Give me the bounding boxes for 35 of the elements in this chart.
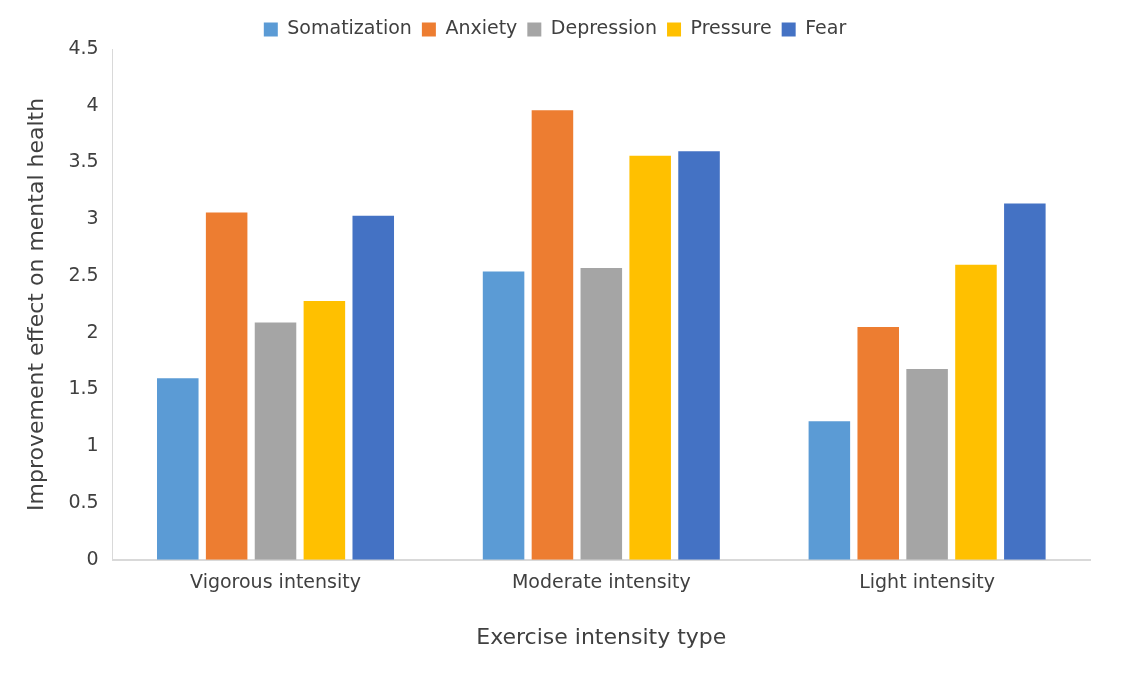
y-tick-label: 4.5	[68, 35, 99, 58]
bar	[629, 155, 671, 560]
bar	[205, 212, 248, 560]
y-tick-label: 3.5	[68, 149, 99, 172]
y-tick-label: 1.5	[68, 376, 99, 399]
bar	[678, 151, 720, 560]
bar	[906, 369, 948, 560]
x-tick-label: Light intensity	[859, 570, 996, 593]
bar	[303, 301, 346, 560]
y-axis-title: Improvement effect on mental health	[22, 97, 48, 511]
bar	[254, 322, 297, 560]
legend-label: Pressure	[690, 16, 772, 39]
bar	[157, 378, 199, 560]
y-tick-label: 0.5	[68, 489, 99, 512]
bar	[857, 327, 899, 560]
legend-label: Anxiety	[445, 16, 518, 39]
y-tick-label: 1	[86, 433, 99, 456]
bar	[531, 110, 574, 560]
bar	[1004, 203, 1046, 560]
legend-label: Somatization	[287, 16, 412, 39]
bar	[955, 264, 997, 560]
bar	[808, 421, 851, 560]
x-tick-label: Vigorous intensity	[190, 570, 361, 593]
legend-label: Depression	[550, 16, 658, 39]
y-tick-label: 2.5	[68, 262, 99, 285]
bar	[482, 271, 525, 560]
y-tick-label: 3	[86, 206, 99, 229]
bar	[352, 215, 395, 560]
bar	[580, 268, 623, 560]
y-tick-label: 0	[86, 546, 99, 569]
y-tick-label: 4	[86, 92, 99, 115]
legend-label: Fear	[805, 16, 847, 39]
x-axis-title: Exercise intensity type	[476, 623, 727, 649]
y-tick-label: 2	[86, 319, 99, 342]
x-tick-label: Moderate intensity	[511, 570, 691, 593]
